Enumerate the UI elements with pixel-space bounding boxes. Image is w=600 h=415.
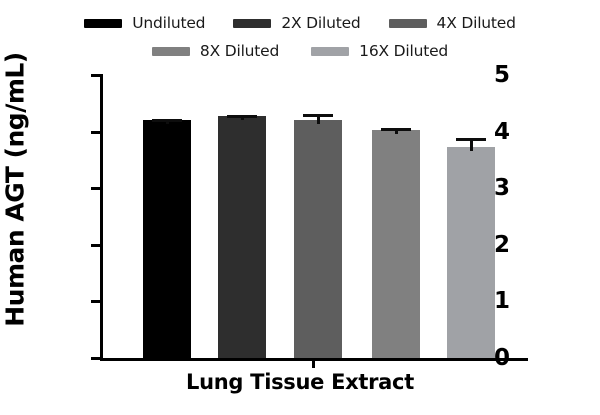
x-axis-center-tick (312, 358, 315, 368)
bar-rect (143, 120, 191, 358)
legend-label-2x-diluted: 2X Diluted (281, 14, 361, 32)
bar-rect (218, 116, 266, 358)
legend-swatch-2x-diluted (233, 18, 272, 28)
y-tick-2 (91, 243, 101, 247)
legend-swatch-16x-diluted (311, 46, 350, 56)
legend-row-2: 8X Diluted 16X Diluted (151, 42, 448, 60)
error-bar-cap (381, 127, 411, 131)
legend-row-1: Undiluted 2X Diluted 4X Diluted (84, 14, 516, 32)
y-tick-label-4: 4 (493, 118, 510, 145)
y-tick-0 (91, 357, 101, 360)
error-bar-cap (227, 114, 257, 118)
error-bar-cap (152, 119, 182, 123)
y-tick-label-1: 1 (493, 288, 510, 315)
bar-undiluted[interactable] (143, 119, 191, 358)
y-tick-5 (91, 74, 101, 77)
error-bar-whisker (317, 113, 320, 125)
legend-label-undiluted: Undiluted (132, 14, 206, 32)
error-bar-whisker (395, 127, 398, 134)
y-axis-line (100, 74, 103, 359)
legend-label-4x-diluted: 4X Diluted (436, 14, 516, 32)
bar-8x-diluted[interactable] (372, 127, 420, 358)
legend-label-16x-diluted: 16X Diluted (359, 42, 449, 60)
y-tick-label-5: 5 (493, 62, 510, 88)
bar-rect (294, 120, 342, 358)
legend-swatch-4x-diluted (388, 18, 427, 28)
y-tick-label-2: 2 (493, 231, 510, 258)
legend-swatch-undiluted (84, 18, 123, 28)
bar-2x-diluted[interactable] (218, 114, 266, 358)
legend-item-16x-diluted: 16X Diluted (311, 42, 448, 60)
bar-rect (447, 146, 495, 358)
y-tick-label-3: 3 (493, 175, 510, 202)
bar-rect (372, 129, 420, 358)
error-bar-whisker (470, 138, 473, 151)
y-axis-title: Human AGT (ng/mL) (0, 52, 30, 327)
y-tick-label-0: 0 (493, 345, 510, 371)
legend-item-2x-diluted: 2X Diluted (233, 14, 361, 32)
bar-16x-diluted[interactable] (447, 138, 495, 358)
y-tick-3 (91, 187, 101, 191)
bar-4x-diluted[interactable] (294, 113, 342, 358)
y-tick-1 (91, 300, 101, 304)
legend-label-8x-diluted: 8X Diluted (199, 42, 280, 60)
error-bar-cap (303, 113, 333, 117)
legend-item-4x-diluted: 4X Diluted (388, 14, 516, 32)
chart-legend: Undiluted 2X Diluted 4X Diluted 8X Dilut… (0, 14, 600, 60)
y-tick-4 (91, 130, 101, 134)
error-bar-cap (456, 138, 486, 142)
x-axis-title: Lung Tissue Extract (186, 370, 414, 394)
legend-swatch-8x-diluted (151, 46, 190, 56)
legend-item-undiluted: Undiluted (84, 14, 206, 32)
legend-item-8x-diluted: 8X Diluted (151, 42, 280, 60)
plot-area: 5 4 3 2 1 0 Human AGT (ng/mL) (1, 52, 528, 371)
